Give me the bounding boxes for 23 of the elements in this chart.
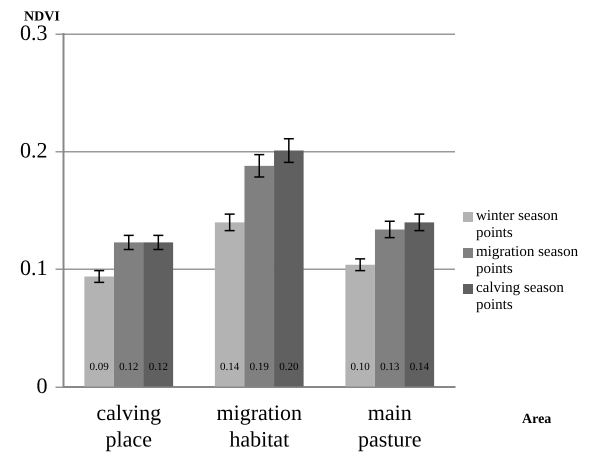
data-label: 0.14: [410, 361, 430, 374]
bar: [345, 264, 375, 386]
bar: [144, 242, 174, 386]
bar: [214, 222, 244, 386]
data-label: 0.13: [380, 361, 400, 374]
x-tick-label: main pasture: [358, 400, 422, 452]
data-label: 0.20: [279, 361, 299, 374]
x-axis-title: Area: [522, 412, 552, 427]
bar: [274, 150, 304, 386]
x-tick-label: migration habitat: [216, 400, 302, 452]
x-tick-label: calving place: [96, 400, 162, 452]
y-tick-label: 0: [36, 372, 48, 398]
data-label: 0.09: [90, 361, 110, 374]
data-label: 0.10: [350, 361, 370, 374]
data-label: 0.19: [250, 361, 270, 374]
data-label: 0.14: [220, 361, 240, 374]
y-tick-label: 0.1: [20, 255, 48, 280]
y-tick-label: 0.2: [20, 138, 48, 163]
data-label: 0.12: [119, 361, 138, 374]
bar: [404, 222, 434, 386]
legend-label: calving season points: [476, 280, 565, 314]
data-label: 0.12: [148, 361, 168, 374]
bar: [84, 276, 114, 386]
